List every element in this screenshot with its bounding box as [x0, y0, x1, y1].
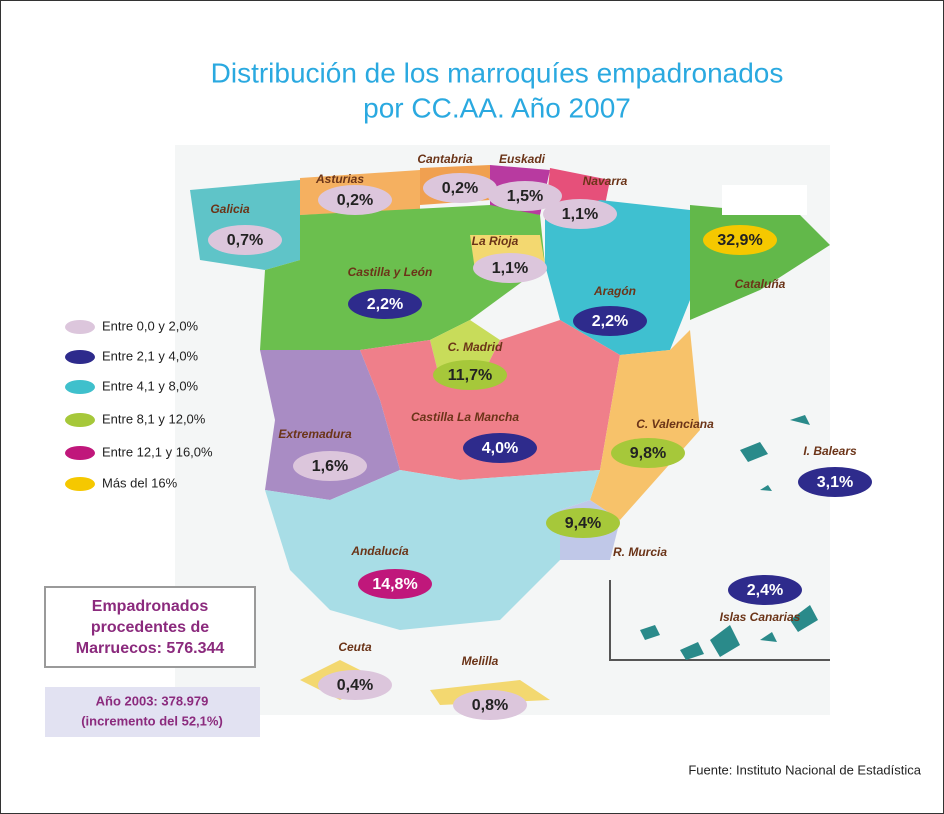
region-name: Andalucía — [350, 544, 409, 558]
summary-line: Marruecos: 576.344 — [76, 640, 225, 657]
legend-swatch — [65, 413, 95, 427]
region-badge — [703, 225, 777, 255]
region-name: Islas Canarias — [720, 610, 801, 624]
region-badge — [798, 467, 872, 497]
region-value: 2,4% — [747, 582, 783, 599]
summary-line: Empadronados — [92, 598, 209, 615]
region-name: Euskadi — [499, 152, 546, 166]
region-badge — [208, 225, 282, 255]
region-badge — [488, 181, 562, 211]
legend-label: Entre 4,1 y 8,0% — [102, 378, 199, 393]
region-value: 0,4% — [337, 677, 373, 694]
region-name: Ceuta — [338, 640, 372, 654]
region-name: Navarra — [583, 174, 628, 188]
region-badge — [433, 360, 507, 390]
legend-swatch — [65, 350, 95, 364]
region-value: 3,1% — [817, 474, 853, 491]
region-badge — [348, 289, 422, 319]
region-value: 2,2% — [592, 313, 628, 330]
region-badge — [318, 185, 392, 215]
region-value: 0,8% — [472, 697, 508, 714]
region-value: 32,9% — [717, 232, 762, 249]
region-value: 14,8% — [372, 576, 417, 593]
region-name: Galicia — [210, 202, 250, 216]
legend-swatch — [65, 446, 95, 460]
source: Fuente: Instituto Nacional de Estadístic… — [688, 762, 921, 777]
region-name: Cantabria — [417, 152, 473, 166]
region-badge — [423, 173, 497, 203]
region-value: 9,4% — [565, 515, 601, 532]
region-badge — [358, 569, 432, 599]
region-name: R. Murcia — [613, 545, 667, 559]
region-badge — [293, 451, 367, 481]
region-name: Cataluña — [735, 277, 786, 291]
legend-label: Entre 0,0 y 2,0% — [102, 318, 199, 333]
region-value: 1,5% — [507, 188, 543, 205]
region-value: 9,8% — [630, 445, 666, 462]
region-value: 11,7% — [448, 367, 492, 384]
region-value: 1,1% — [562, 206, 598, 223]
summary-box — [44, 586, 256, 668]
region-value: 1,6% — [312, 458, 348, 475]
region-name: Asturias — [315, 172, 364, 186]
region-badge — [473, 253, 547, 283]
region-name: La Rioja — [472, 234, 519, 248]
region-value: 4,0% — [482, 440, 518, 457]
region-value: 1,1% — [492, 260, 528, 277]
previous-line: (incremento del 52,1%) — [81, 713, 223, 728]
region-badge — [453, 690, 527, 720]
legend-swatch — [65, 477, 95, 491]
region-value: 0,2% — [442, 180, 478, 197]
region-name: C. Valenciana — [636, 417, 714, 431]
region-value: 0,2% — [337, 192, 373, 209]
region-name: Melilla — [462, 654, 499, 668]
region-badge — [546, 508, 620, 538]
region-name: C. Madrid — [448, 340, 503, 354]
summary-line: procedentes de — [91, 619, 209, 636]
legend-label: Entre 8,1 y 12,0% — [102, 411, 206, 426]
region-value: 2,2% — [367, 296, 403, 313]
legend-swatch — [65, 380, 95, 394]
region-badge — [573, 306, 647, 336]
legend-label: Entre 12,1 y 16,0% — [102, 444, 213, 459]
legend-label: Entre 2,1 y 4,0% — [102, 348, 199, 363]
region-badge — [543, 199, 617, 229]
region-value: 0,7% — [227, 232, 263, 249]
title-line: Distribución de los marroquíes empadrona… — [211, 57, 784, 88]
region-badge — [728, 575, 802, 605]
region-badge — [318, 670, 392, 700]
legend-label: Más del 16% — [102, 475, 178, 490]
region-name: Extremadura — [278, 427, 352, 441]
region-badge — [611, 438, 685, 468]
region-name: Aragón — [593, 284, 636, 298]
region-name: I. Balears — [803, 444, 857, 458]
title-line: por CC.AA. Año 2007 — [363, 92, 631, 123]
previous-line: Año 2003: 378.979 — [96, 693, 209, 708]
region-badge — [463, 433, 537, 463]
region-name: Castilla La Mancha — [411, 410, 519, 424]
previous-box — [45, 687, 260, 737]
legend-swatch — [65, 320, 95, 334]
region-name: Castilla y León — [348, 265, 433, 279]
